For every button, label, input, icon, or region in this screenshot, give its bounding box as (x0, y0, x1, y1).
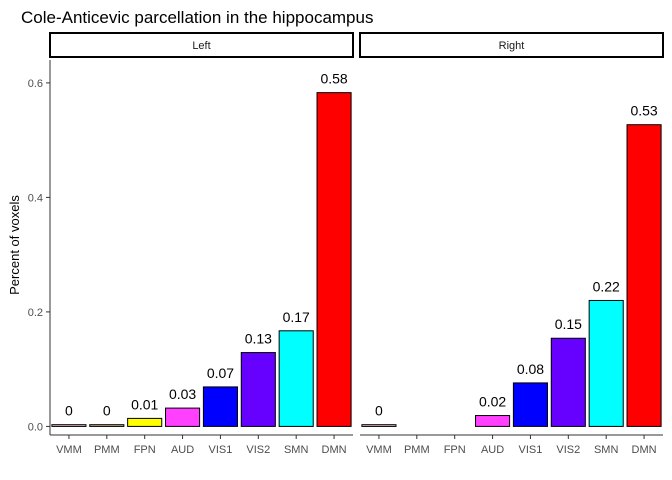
y-tick-label: 0.6 (28, 78, 43, 90)
x-tick-label: FPN (134, 444, 156, 456)
bar-left-dmn (316, 92, 352, 427)
x-tick-label: SMN (284, 444, 309, 456)
bar-left-aud (165, 407, 201, 427)
facet-label-left: Left (192, 40, 210, 52)
data-label: 0.01 (131, 396, 158, 412)
data-label: 0.17 (283, 309, 310, 325)
data-label: 0.15 (555, 316, 582, 332)
bar-right-dmn (626, 124, 662, 427)
facet-strip-right (359, 32, 664, 58)
y-tick-label: 0.4 (28, 192, 43, 204)
chart-title: Cole-Anticevic parcellation in the hippo… (21, 8, 373, 27)
bar-right-vis1 (512, 382, 548, 427)
x-tick-label: AUD (171, 444, 194, 456)
y-axis-title: Percent of voxels (7, 195, 22, 295)
bar-right-aud (475, 415, 511, 427)
x-tick-label: AUD (481, 444, 504, 456)
x-tick-label: VIS2 (246, 444, 270, 456)
x-tick-label: SMN (594, 444, 619, 456)
facet-label-right: Right (499, 40, 525, 52)
y-tick-label: 0.2 (28, 307, 43, 319)
data-label: 0.07 (207, 365, 234, 381)
bar-left-pmm (89, 424, 125, 427)
bar-right-vmm (361, 424, 397, 427)
data-label: 0 (375, 403, 383, 419)
y-tick-label: 0.0 (28, 421, 43, 433)
data-label: 0.13 (245, 331, 272, 347)
bar-right-smn (588, 299, 624, 427)
bar-left-smn (278, 330, 314, 427)
x-tick-label: VIS1 (209, 444, 233, 456)
data-label: 0.02 (479, 394, 506, 410)
data-label: 0.53 (630, 103, 657, 119)
bar-left-vis2 (240, 352, 276, 427)
x-tick-label: PMM (94, 444, 120, 456)
x-tick-label: VMM (366, 444, 392, 456)
x-tick-label: VIS1 (519, 444, 543, 456)
data-label: 0.03 (169, 386, 196, 402)
bar-left-fpn (127, 417, 163, 427)
bar-left-vmm (51, 424, 87, 427)
data-label: 0.08 (517, 361, 544, 377)
x-tick-label: VMM (56, 444, 82, 456)
data-label: 0.58 (320, 71, 347, 87)
facet-strip-left (49, 32, 354, 58)
x-tick-label: DMN (632, 444, 657, 456)
x-tick-label: FPN (444, 444, 466, 456)
data-label: 0.22 (593, 278, 620, 294)
bar-right-vis2 (550, 337, 586, 427)
bar-left-vis1 (202, 386, 238, 427)
data-label: 0 (65, 403, 73, 419)
x-tick-label: PMM (404, 444, 430, 456)
x-tick-label: DMN (322, 444, 347, 456)
data-label: 0 (103, 403, 111, 419)
x-tick-label: VIS2 (556, 444, 580, 456)
